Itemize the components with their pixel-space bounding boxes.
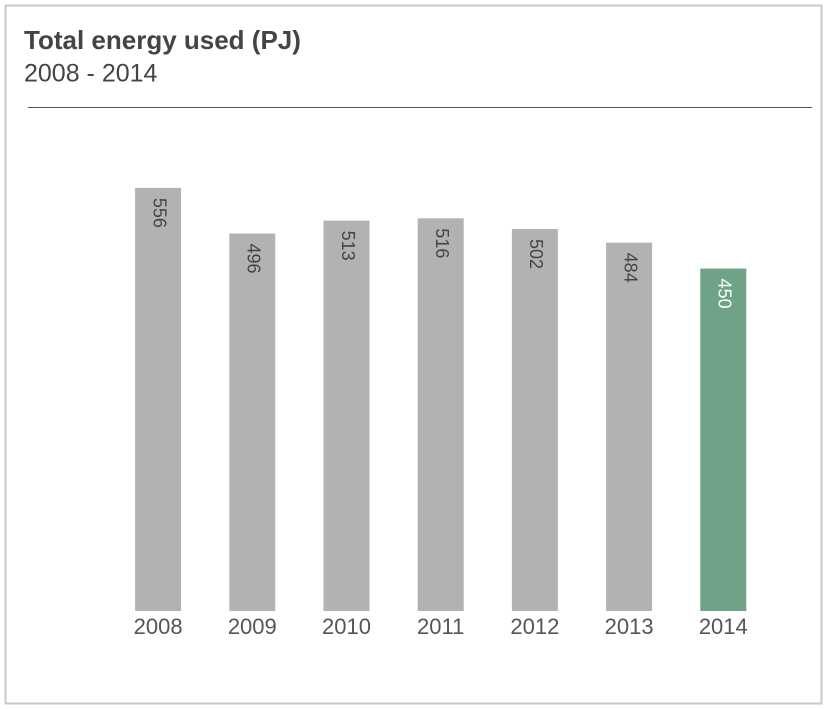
chart-subtitle: 2008 - 2014: [24, 60, 158, 88]
bar: [700, 268, 747, 611]
card: [4, 4, 823, 705]
bar: [323, 220, 370, 611]
bar: [229, 233, 276, 611]
value-label: 556: [149, 198, 169, 228]
bar: [135, 187, 182, 611]
bar: [417, 218, 464, 611]
x-tick-label: 2012: [510, 614, 559, 639]
value-label: 502: [526, 239, 546, 269]
value-label: 484: [620, 253, 640, 283]
value-label: 496: [244, 244, 264, 274]
value-label: 516: [432, 228, 452, 258]
bar: [606, 242, 653, 611]
x-tick-label: 2010: [322, 614, 371, 639]
x-tick-label: 2011: [417, 614, 464, 639]
chart-title: Total energy used (PJ): [24, 25, 301, 55]
x-tick-label: 2009: [228, 614, 277, 639]
x-tick-label: 2014: [699, 614, 748, 639]
x-tick-label: 2013: [605, 614, 654, 639]
x-tick-label: 2008: [134, 614, 183, 639]
bar: [511, 228, 558, 611]
value-label: 450: [715, 279, 735, 309]
value-label: 513: [338, 231, 358, 261]
